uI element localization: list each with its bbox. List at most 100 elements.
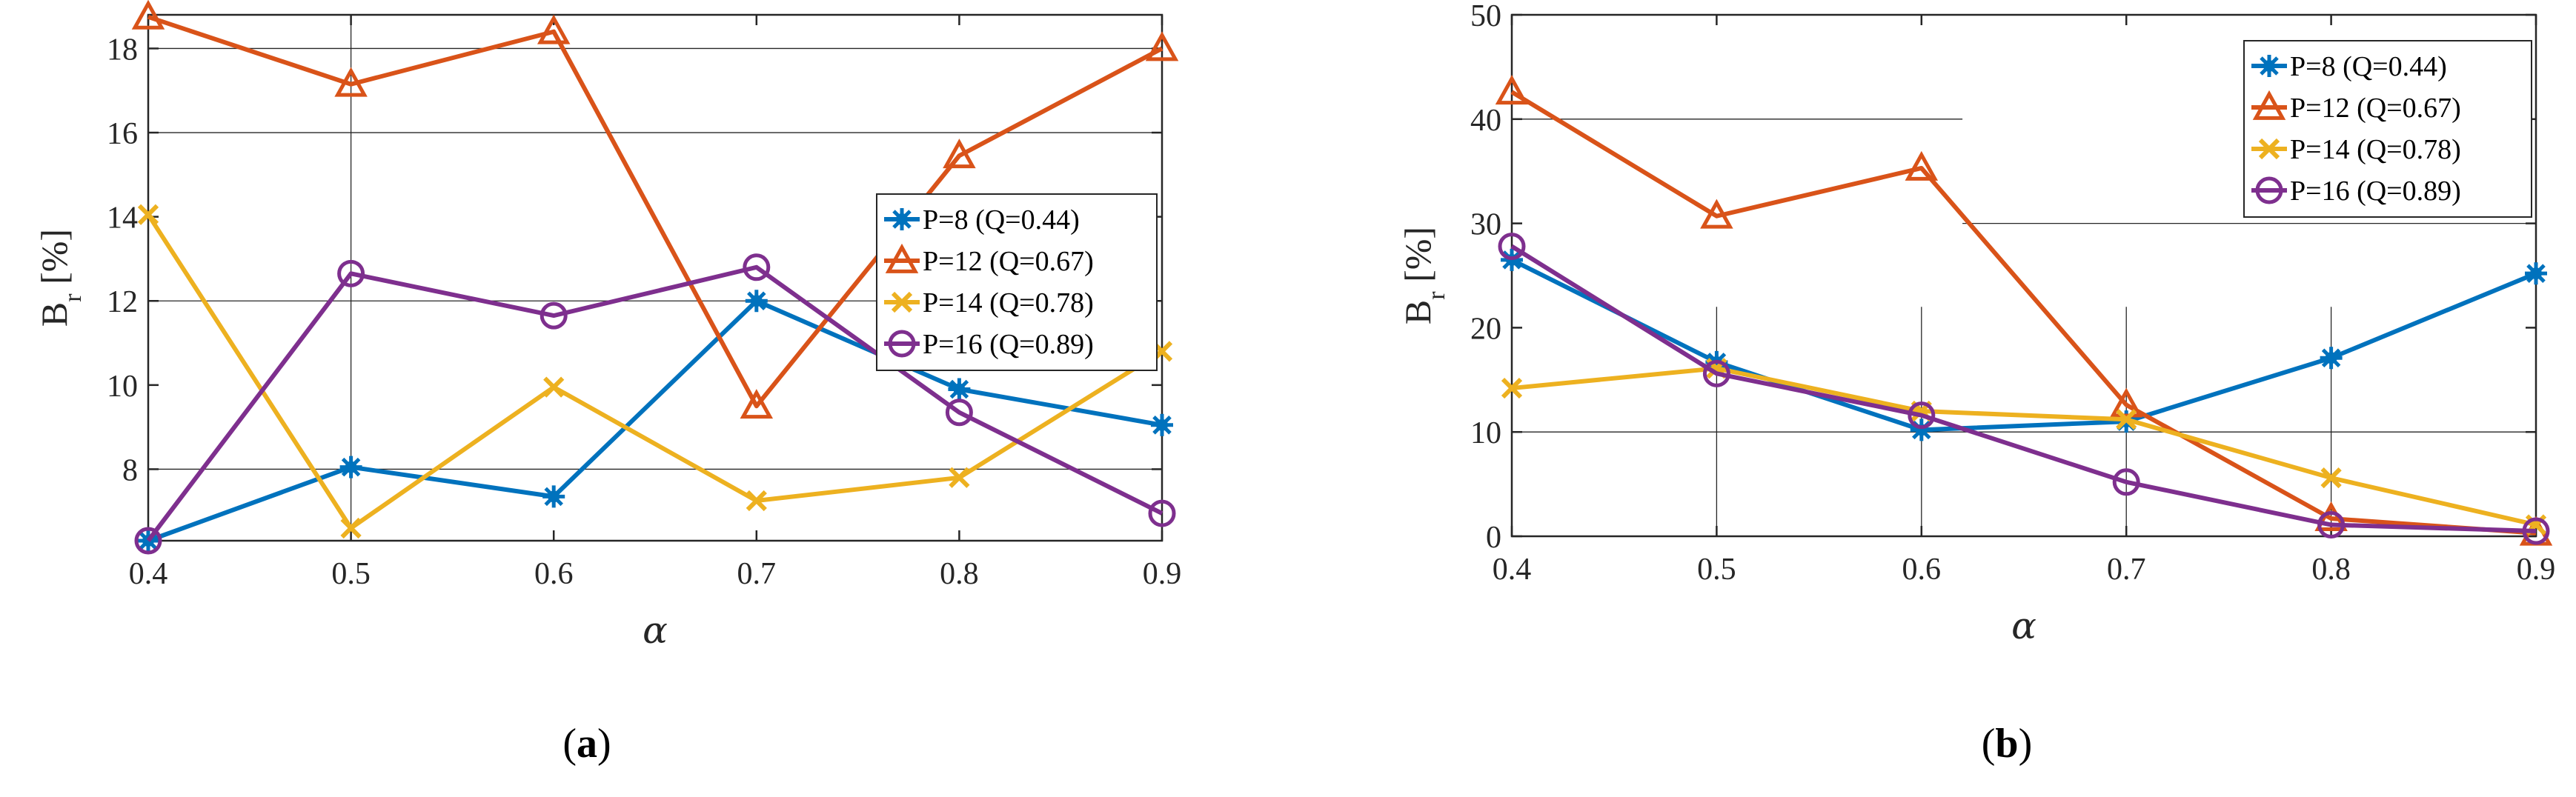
x-tick-label: 0.6	[1902, 553, 1942, 587]
marker-triangle	[537, 14, 571, 44]
y-tick-label: 50	[1470, 0, 1501, 33]
y-tick-label: 40	[1470, 104, 1501, 138]
data-point	[2320, 467, 2342, 489]
x-tick-label: 0.8	[940, 557, 979, 591]
legend-label: P=14 (Q=0.78)	[2290, 134, 2461, 165]
legend-entry: P=16 (Q=0.89)	[884, 329, 1094, 360]
data-point	[2317, 511, 2346, 539]
data-point	[337, 259, 365, 287]
x-tick-label: 0.5	[1697, 553, 1736, 587]
axes-box	[147, 13, 1163, 542]
data-point	[1495, 75, 1529, 105]
data-point	[1151, 413, 1173, 436]
marker-circle	[2112, 468, 2140, 496]
marker-triangle	[2109, 387, 2143, 418]
data-point	[334, 67, 368, 97]
y-tick-label: 30	[1470, 208, 1501, 242]
data-point	[2116, 409, 2137, 430]
y-tick-label: 14	[107, 201, 138, 236]
legend-entry: P=16 (Q=0.89)	[2251, 176, 2461, 207]
marker-circle	[1702, 359, 1730, 387]
legend-marker	[2252, 90, 2286, 120]
legend-marker-d2	[891, 291, 913, 313]
y-tick-label: 10	[1470, 416, 1501, 450]
marker-asterisk-dot	[750, 295, 763, 307]
data-point	[1501, 377, 1523, 399]
series-line-2	[147, 14, 1163, 409]
legend-box	[876, 193, 1158, 371]
marker-asterisk-dot	[2325, 352, 2337, 364]
y-tick-label: 20	[1470, 312, 1501, 346]
legend-label: P=12 (Q=0.67)	[2290, 93, 2461, 124]
y-axis-label: Br [%]	[33, 229, 87, 327]
data-point	[134, 527, 162, 555]
data-point	[2522, 517, 2550, 545]
series-line-1	[1510, 258, 2537, 433]
legend-label: P=16 (Q=0.89)	[923, 329, 1094, 360]
marker-triangle	[1700, 199, 1733, 229]
marker-circle	[540, 301, 568, 330]
data-point	[943, 139, 976, 169]
data-point	[131, 0, 165, 30]
data-point	[746, 490, 767, 512]
data-point	[1145, 31, 1179, 61]
chart-a: 0.4 0.5 0.6 0.7 0.8 0.9 8 10 12 14 16 18 α Br [%] P=8 …	[33, 0, 1182, 767]
x-tick-label: 0.8	[2311, 553, 2351, 587]
y-tick-label: 10	[107, 370, 138, 404]
data-point	[1498, 233, 1526, 261]
marker-circle	[743, 253, 771, 281]
marker-x-d2	[340, 517, 362, 539]
y-tick-label: 8	[122, 453, 138, 487]
x-tick-label: 0.4	[1493, 553, 1532, 587]
marker-triangle	[1905, 150, 1939, 181]
legend-marker-d2	[2258, 138, 2280, 160]
data-point	[2112, 468, 2140, 496]
marker-asterisk-dot	[1156, 418, 1168, 431]
marker-x-d2	[1501, 377, 1523, 399]
data-point	[1905, 150, 1939, 181]
marker-triangle	[334, 67, 368, 97]
legend-marker-dot	[2263, 60, 2275, 72]
marker-circle	[2522, 517, 2550, 545]
legend-label: P=8 (Q=0.44)	[2290, 51, 2447, 82]
data-point	[740, 389, 774, 419]
chart-caption: (a)	[562, 721, 611, 767]
marker-circle	[2317, 511, 2346, 539]
marker-circle	[134, 527, 162, 555]
legend-entry: P=12 (Q=0.67)	[2251, 90, 2461, 124]
legend-entry: P=12 (Q=0.67)	[884, 243, 1094, 277]
legend-label: P=8 (Q=0.44)	[923, 204, 1080, 236]
data-point	[542, 485, 565, 508]
legend-marker-dot	[896, 213, 908, 225]
marker-x-d2	[746, 490, 767, 512]
marker-x-d2	[137, 204, 159, 225]
chart-b: 0.4 0.5 0.6 0.7 0.8 0.9 0 10 20 30 40 50 α Br [%] P=8 …	[1397, 0, 2555, 767]
x-tick-label: 0.6	[534, 557, 574, 591]
marker-triangle	[1495, 75, 1529, 105]
series-line-3	[1511, 366, 2537, 527]
marker-circle	[1498, 233, 1526, 261]
x-tick-label: 0.9	[1143, 557, 1182, 591]
y-axis-label: Br [%]	[1397, 227, 1450, 324]
marker-triangle	[131, 0, 165, 30]
data-point	[2525, 262, 2547, 285]
marker-triangle	[740, 389, 774, 419]
data-point	[743, 253, 771, 281]
marker-asterisk-dot	[953, 383, 966, 396]
series-line-4	[146, 264, 1163, 542]
y-tick-label: 12	[107, 285, 138, 319]
legend-label: P=14 (Q=0.78)	[923, 287, 1094, 319]
legend-label: P=12 (Q=0.67)	[923, 246, 1094, 277]
legend-marker	[888, 330, 916, 358]
data-point	[949, 467, 970, 488]
series-line-4	[1510, 244, 2537, 533]
marker-x-d2	[2116, 409, 2137, 430]
data-point	[137, 204, 159, 225]
marker-x-d2	[543, 376, 565, 398]
marker-triangle	[1145, 31, 1179, 61]
x-tick-label: 0.9	[2517, 553, 2556, 587]
marker-circle	[337, 259, 365, 287]
series-line-3	[146, 213, 1163, 530]
legend-marker	[885, 243, 919, 273]
